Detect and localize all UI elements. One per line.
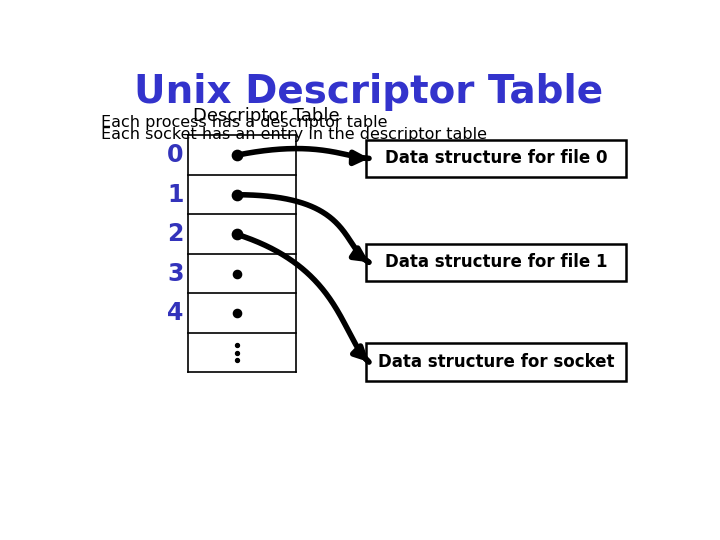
Text: Unix Descriptor Table: Unix Descriptor Table	[135, 73, 603, 111]
Point	[231, 356, 243, 364]
FancyBboxPatch shape	[366, 343, 626, 381]
Text: 3: 3	[167, 262, 184, 286]
Text: Descriptor Table: Descriptor Table	[193, 107, 340, 125]
Point	[231, 341, 243, 349]
Text: Data structure for file 1: Data structure for file 1	[384, 253, 607, 271]
Text: Each socket has an entry in the descriptor table: Each socket has an entry in the descript…	[101, 127, 487, 142]
Point	[231, 269, 243, 278]
FancyBboxPatch shape	[366, 140, 626, 177]
Text: 4: 4	[167, 301, 184, 325]
Point	[231, 230, 243, 239]
Text: Data structure for file 0: Data structure for file 0	[384, 150, 607, 167]
Point	[231, 191, 243, 199]
Text: 2: 2	[167, 222, 184, 246]
Point	[231, 348, 243, 357]
Point	[231, 151, 243, 159]
Text: Each process has a descriptor table: Each process has a descriptor table	[101, 114, 387, 130]
FancyBboxPatch shape	[366, 244, 626, 281]
Point	[231, 309, 243, 318]
Text: 0: 0	[167, 143, 184, 167]
Text: Data structure for socket: Data structure for socket	[378, 353, 614, 371]
Text: 1: 1	[167, 183, 184, 207]
